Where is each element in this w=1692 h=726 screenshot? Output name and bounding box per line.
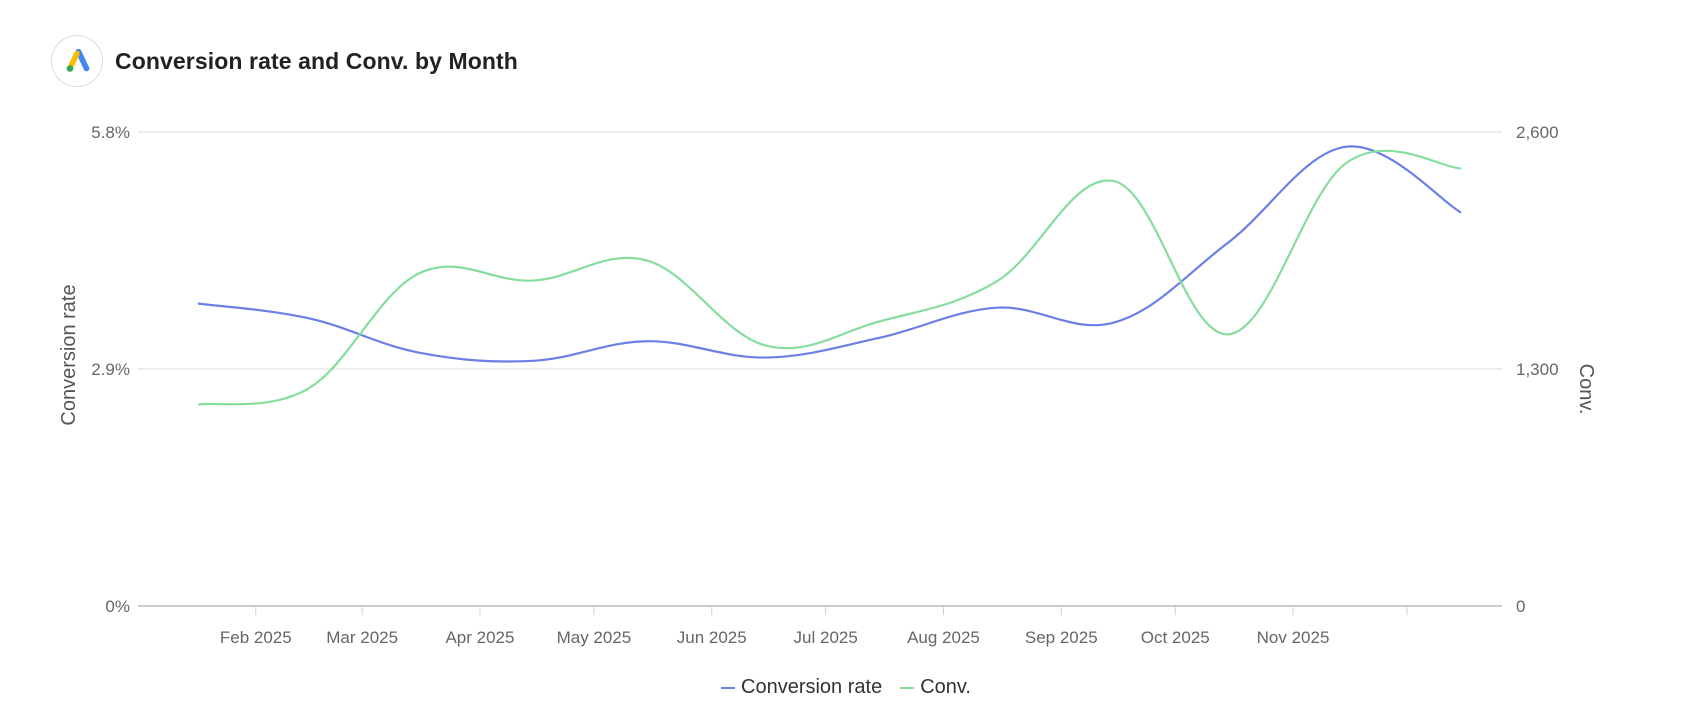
y-left-tick-label: 5.8% <box>91 123 130 142</box>
axis-ticks: 0% 0 2.9% 1,300 5.8% 2,600 Feb 2025 Mar 2025 Apr… <box>91 123 1558 647</box>
data-point[interactable] <box>1340 157 1352 169</box>
x-tick-label: Oct 2025 <box>1141 628 1210 647</box>
google-ads-icon <box>51 35 103 87</box>
gridlines <box>138 131 1502 607</box>
x-tick-label: Aug 2025 <box>907 628 980 647</box>
legend-label: Conversion rate <box>741 676 883 698</box>
data-point[interactable] <box>641 255 653 267</box>
legend-swatch <box>900 686 915 689</box>
data-point[interactable] <box>303 312 315 324</box>
y-right-tick-label: 0 <box>1516 597 1525 616</box>
data-point[interactable] <box>1454 206 1466 218</box>
chart-title: Conversion rate and Conv. by Month <box>115 47 518 74</box>
series-lines <box>193 141 1466 411</box>
data-point[interactable] <box>759 352 771 364</box>
x-tick-label: Sep 2025 <box>1025 628 1098 647</box>
data-point[interactable] <box>1108 175 1120 187</box>
x-tick-label: Jul 2025 <box>794 628 858 647</box>
legend-item-conv[interactable]: Conv. <box>900 676 971 699</box>
data-point[interactable] <box>1454 162 1466 174</box>
data-point[interactable] <box>527 275 539 287</box>
data-point[interactable] <box>759 339 771 351</box>
series-line-conversion-rate[interactable] <box>197 145 1462 363</box>
y-left-tick-label: 0% <box>105 597 130 616</box>
x-tick-label: Feb 2025 <box>220 628 292 647</box>
x-tick-label: May 2025 <box>557 628 632 647</box>
x-tick-label: Nov 2025 <box>1257 628 1330 647</box>
data-point[interactable] <box>413 347 425 359</box>
series-line-conv[interactable] <box>197 149 1462 406</box>
data-point[interactable] <box>527 355 539 367</box>
legend-label: Conv. <box>920 676 971 698</box>
data-point[interactable] <box>1340 141 1352 153</box>
data-point[interactable] <box>303 382 315 394</box>
data-point[interactable] <box>1222 236 1234 248</box>
x-tick-label: Jun 2025 <box>677 628 747 647</box>
data-point[interactable] <box>413 267 425 279</box>
y-left-tick-label: 2.9% <box>91 360 130 379</box>
data-point[interactable] <box>873 332 885 344</box>
y-right-tick-label: 2,600 <box>1516 123 1559 142</box>
data-point[interactable] <box>193 298 205 310</box>
y-axis-right-title: Conv. <box>1575 364 1597 415</box>
data-point[interactable] <box>1222 328 1234 340</box>
data-point[interactable] <box>193 399 205 411</box>
data-point[interactable] <box>873 316 885 328</box>
legend-swatch <box>721 686 736 689</box>
chart-legend: Conversion rate Conv. <box>0 676 1692 699</box>
legend-item-conversion-rate[interactable]: Conversion rate <box>721 676 882 699</box>
x-tick-label: Apr 2025 <box>445 628 514 647</box>
chart-header: Conversion rate and Conv. by Month <box>51 33 518 89</box>
data-point[interactable] <box>641 335 653 347</box>
y-right-tick-label: 1,300 <box>1516 360 1559 379</box>
data-point[interactable] <box>1108 316 1120 328</box>
data-point[interactable] <box>991 302 1003 314</box>
x-tick-label: Mar 2025 <box>326 628 398 647</box>
y-axis-left-title: Conversion rate <box>58 284 80 425</box>
data-point[interactable] <box>991 275 1003 287</box>
